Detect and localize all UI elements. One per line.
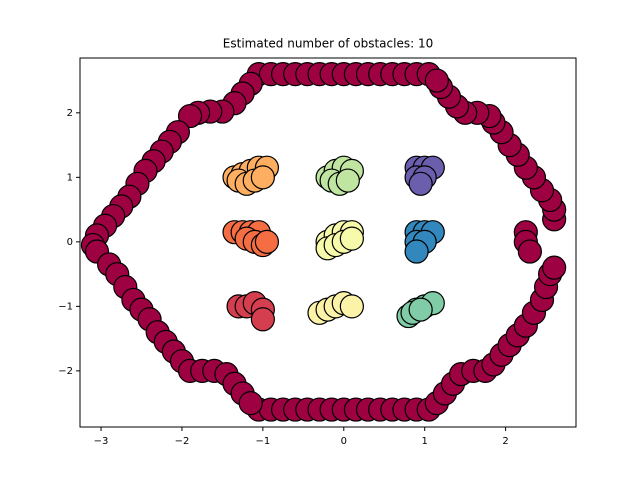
y-tick-label: −2 [58, 366, 73, 377]
x-tick-label: 1 [422, 436, 428, 447]
scatter-point [250, 307, 275, 332]
scatter-point [177, 103, 203, 129]
y-tick-label: −1 [58, 301, 73, 312]
scatter-point [408, 171, 433, 196]
scatter-point [542, 255, 567, 280]
x-tick-label: −2 [175, 436, 190, 447]
scatter-point [339, 294, 364, 319]
scatter-point [404, 239, 429, 264]
y-tick-label: 0 [67, 237, 73, 248]
scatter-point [250, 165, 275, 190]
x-tick-label: −1 [255, 436, 270, 447]
chart-title: Estimated number of obstacles: 10 [223, 37, 433, 51]
scatter-point [339, 226, 364, 251]
x-tick-label: 2 [502, 436, 508, 447]
points [80, 62, 567, 422]
scatter-point [335, 168, 360, 193]
scatter-point [254, 229, 280, 254]
plot-frame [79, 57, 577, 428]
y-tick-label: 2 [67, 108, 73, 119]
scatter-point [517, 239, 542, 264]
x-tick-label: −3 [94, 436, 109, 447]
scatter-point [408, 297, 433, 322]
x-tick-label: 0 [341, 436, 347, 447]
scatter-point [424, 68, 449, 93]
scatter-point [238, 391, 263, 416]
y-tick-label: 1 [67, 172, 73, 183]
